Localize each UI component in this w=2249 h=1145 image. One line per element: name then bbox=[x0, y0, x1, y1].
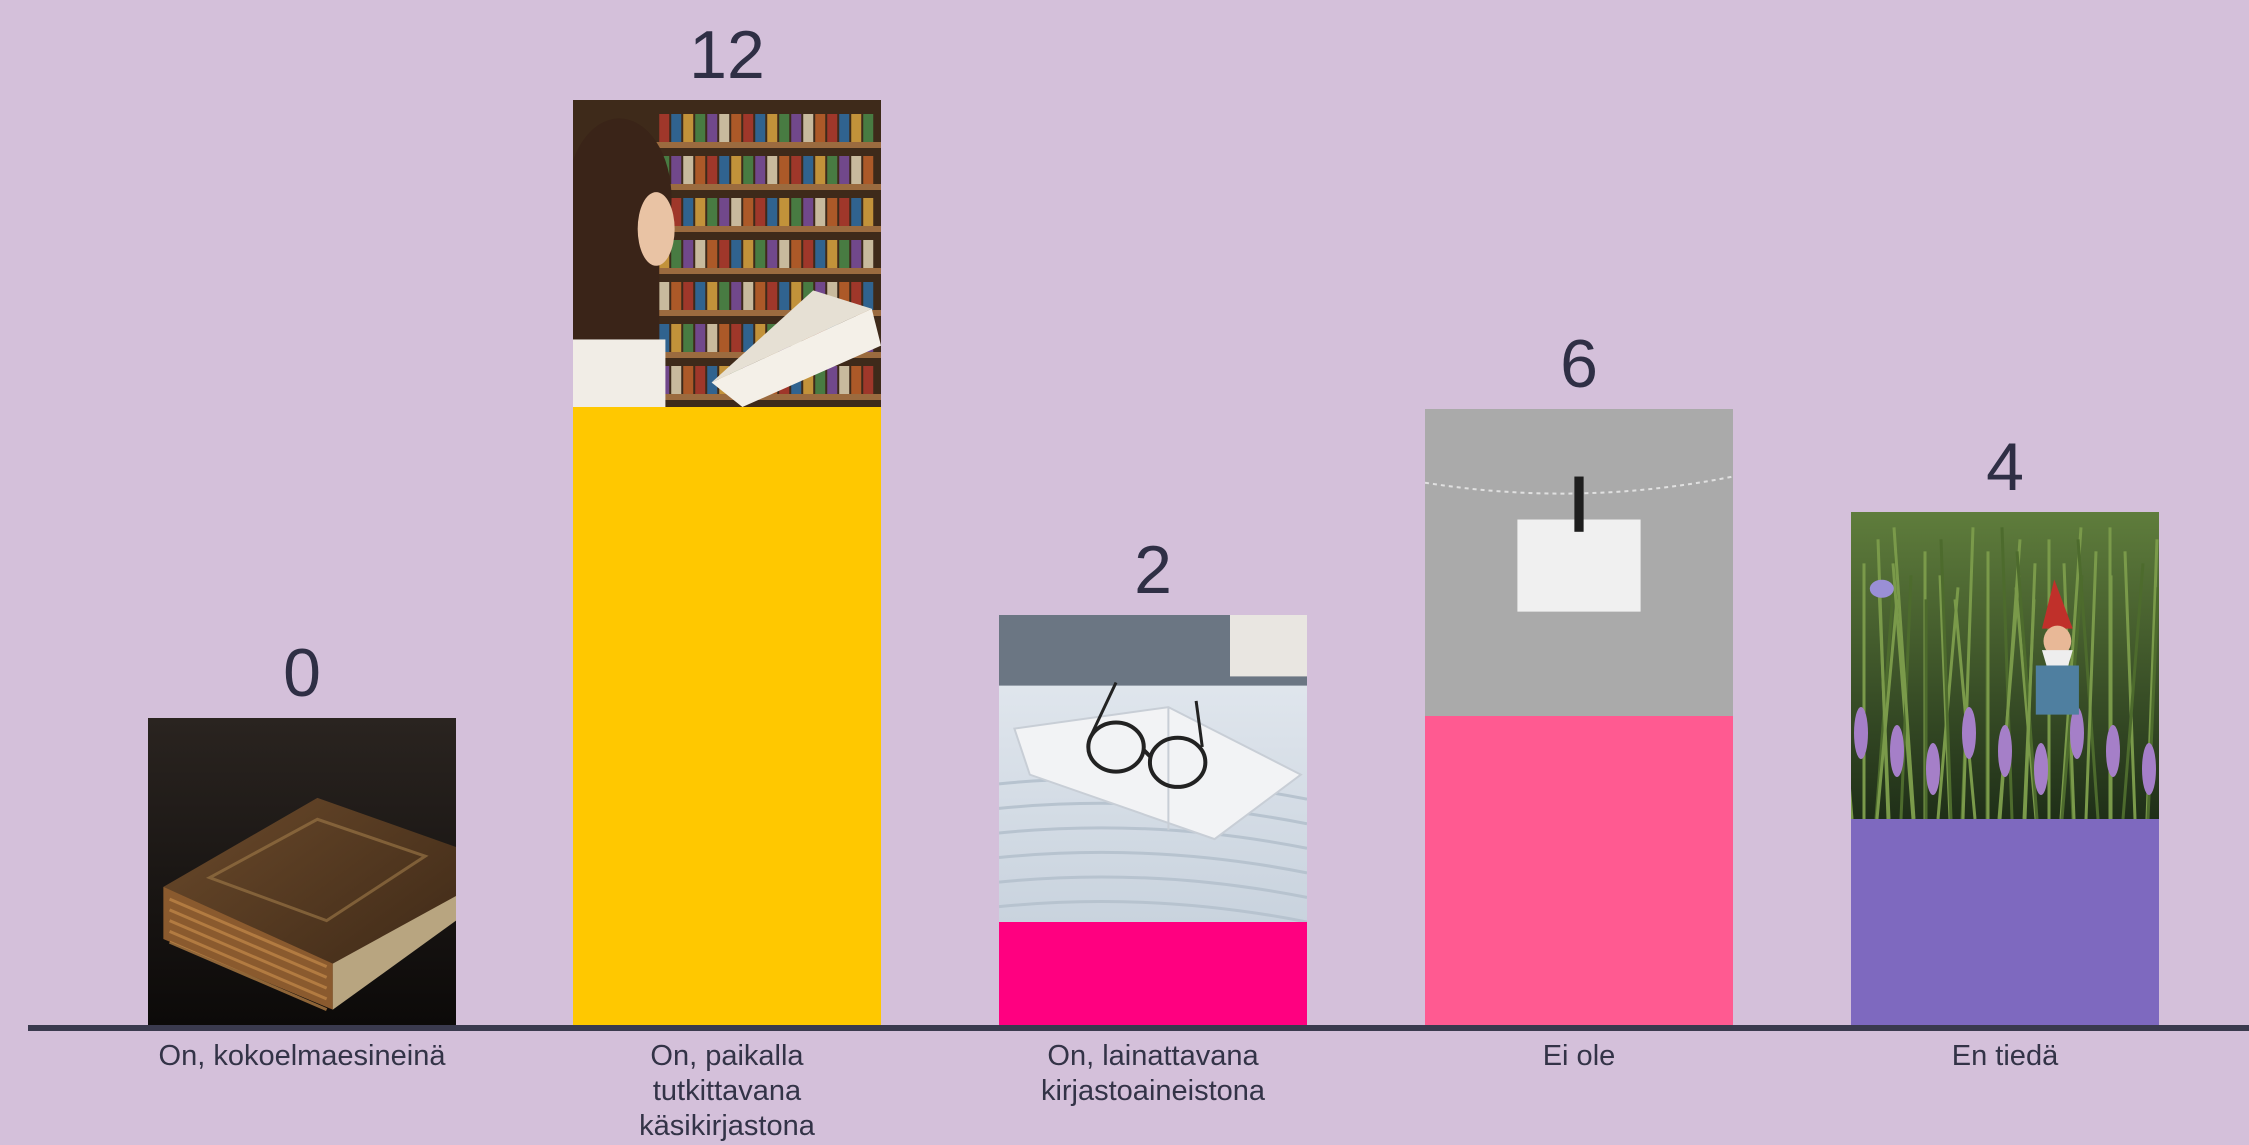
bar-4 bbox=[1851, 819, 2159, 1025]
category-label-4: En tiedä bbox=[1952, 1040, 2059, 1072]
glasses-on-book-photo bbox=[999, 615, 1307, 922]
library-reading-photo bbox=[573, 100, 881, 407]
labels-layer: 0 On, kokoelmaesineinä 12 On, paikalla tutki… bbox=[159, 17, 2060, 1142]
value-label-0: 0 bbox=[283, 635, 321, 711]
bar-1 bbox=[573, 407, 881, 1025]
bars-layer bbox=[148, 100, 2159, 1025]
category-label-0: On, kokoelmaesineinä bbox=[159, 1040, 447, 1072]
garden-gnome-photo bbox=[1851, 512, 2159, 819]
category-label-1: On, paikalla tutkittavana käsikirjastona bbox=[639, 1040, 816, 1142]
value-label-2: 2 bbox=[1134, 532, 1172, 608]
category-label-3: Ei ole bbox=[1543, 1040, 1616, 1072]
value-label-4: 4 bbox=[1986, 429, 2024, 505]
old-book-photo bbox=[148, 718, 456, 1025]
value-label-1: 12 bbox=[689, 17, 765, 93]
blank-note-on-line-photo bbox=[1425, 409, 1733, 716]
bar-3 bbox=[1425, 716, 1733, 1025]
value-label-3: 6 bbox=[1560, 326, 1598, 402]
category-label-2: On, lainattavana kirjastoaineistona bbox=[1041, 1040, 1266, 1107]
bar-2 bbox=[999, 922, 1307, 1025]
